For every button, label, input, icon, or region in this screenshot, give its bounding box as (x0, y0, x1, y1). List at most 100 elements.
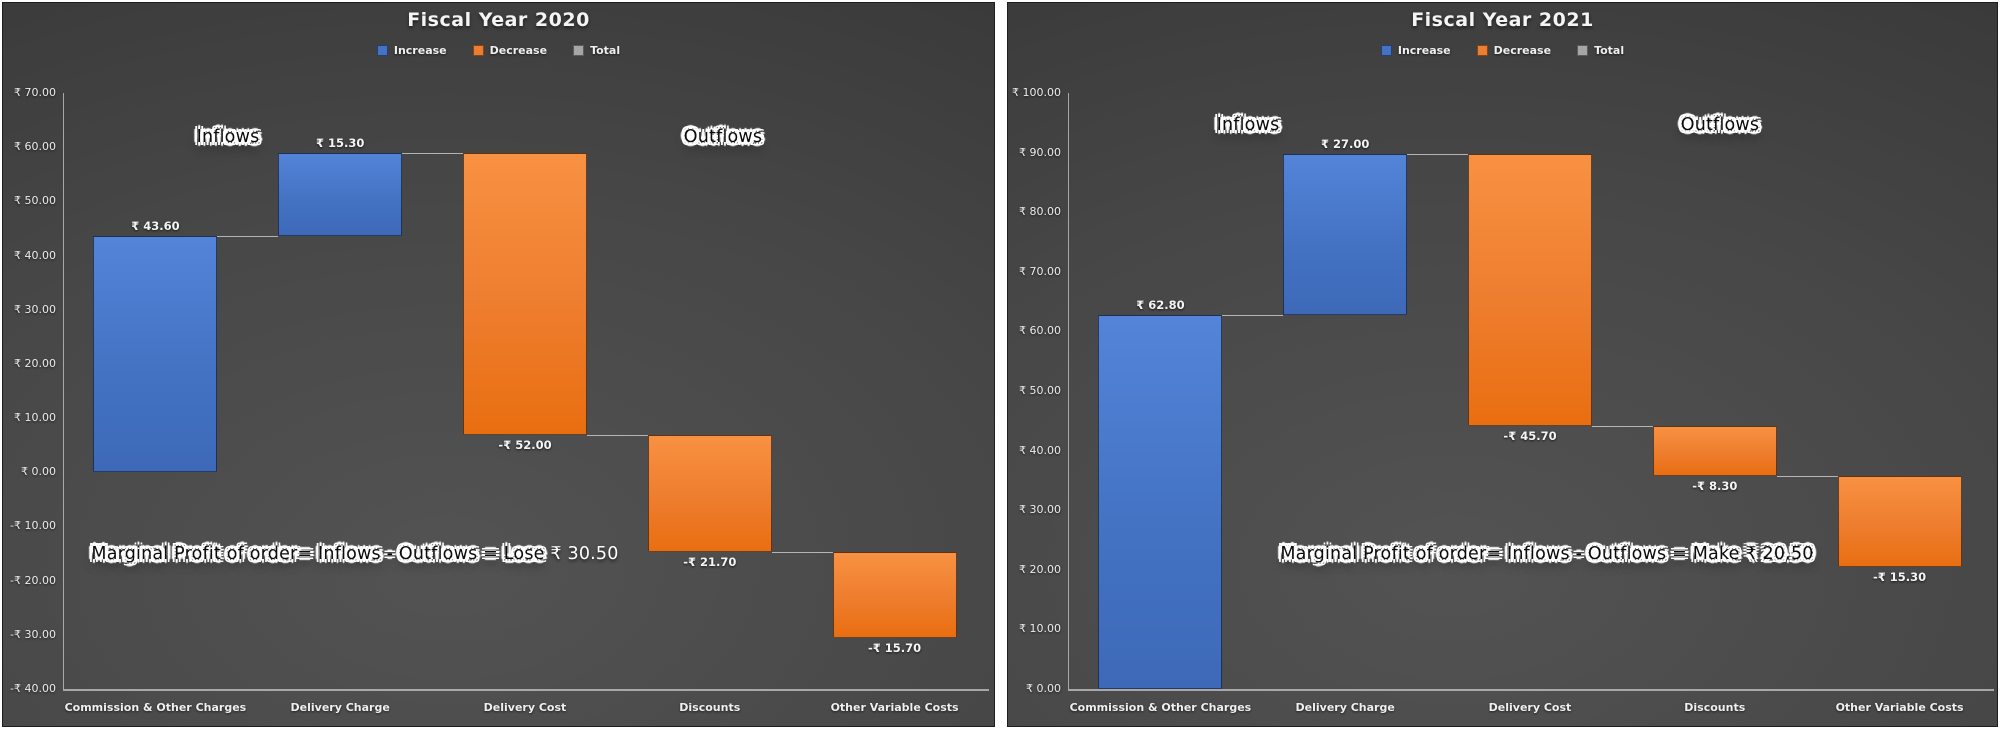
waterfall-bar-increase (1283, 153, 1408, 315)
legend-label: Increase (393, 44, 447, 57)
y-tick-label: ₹ 50.00 (1019, 384, 1061, 397)
legend-label: Total (590, 44, 621, 57)
waterfall-bar-decrease (1652, 426, 1777, 476)
legend-swatch-total-icon (573, 45, 585, 56)
legend-label: Decrease (489, 44, 548, 57)
bar-value-label: ₹ 27.00 (1320, 136, 1370, 151)
y-tick-label: ₹ 10.00 (14, 411, 56, 425)
plot-area: ₹ 100.00 ₹ 90.00 ₹ 80.00 ₹ 70.00 ₹ 60.00 ₹ 50… (1008, 3, 1997, 726)
bar-value-label: -₹ 45.70 (1503, 429, 1557, 444)
x-axis-line (63, 689, 989, 691)
marginal-profit-note-plain-text: ₹ 30.50 (544, 544, 619, 564)
x-category-label: Delivery Cost (483, 701, 567, 714)
y-axis-line (63, 93, 64, 689)
chart-legend: Increase Decrease Total (3, 44, 994, 57)
bar-value-label: -₹ 21.70 (683, 555, 737, 570)
legend-item-total: Total (1577, 44, 1624, 57)
y-tick-label: -₹ 30.00 (10, 627, 56, 641)
marginal-profit-note: Marginal Profit of order= Inflows - Outf… (91, 544, 618, 564)
x-category-label: Commission & Other Charges (1069, 701, 1252, 714)
chart-panel-fy2020: Fiscal Year 2020 Increase Decrease Total ₹… (2, 2, 995, 727)
x-category-label: Delivery Charge (1295, 701, 1395, 714)
y-tick-label: ₹ 20.00 (1019, 562, 1061, 576)
waterfall-bar-increase (93, 236, 218, 473)
x-category-label: Delivery Charge (290, 701, 390, 714)
marginal-profit-note-sticker-text: Marginal Profit of order= Inflows - Outf… (1280, 544, 1814, 564)
x-category-label: Other Variable Costs (830, 701, 959, 714)
x-category-label: Delivery Cost (1488, 701, 1572, 714)
legend-swatch-increase-icon (376, 45, 388, 56)
legend-label: Increase (1397, 44, 1451, 57)
waterfall-bar-increase (1098, 314, 1223, 689)
legend-swatch-decrease-icon (472, 45, 484, 56)
y-tick-label: ₹ 60.00 (1019, 324, 1061, 338)
bar-value-label: -₹ 8.30 (1692, 478, 1738, 493)
y-tick-label: ₹ 20.00 (14, 356, 56, 370)
x-category-label: Commission & Other Charges (64, 701, 247, 714)
chart-title: Fiscal Year 2020 (407, 9, 590, 31)
y-tick-label: ₹ 70.00 (1019, 264, 1061, 278)
marginal-profit-note: Marginal Profit of order= Inflows - Outf… (1280, 544, 1813, 564)
plot-area: ₹ 70.00 ₹ 60.00 ₹ 50.00 ₹ 40.00 ₹ 30.00 ₹ 20.… (3, 3, 994, 726)
y-tick-label: ₹ 100.00 (1012, 86, 1061, 99)
y-tick-label: ₹ 70.00 (14, 86, 56, 99)
y-tick-label: -₹ 20.00 (10, 573, 56, 587)
waterfall-bar-decrease (647, 434, 772, 553)
outflows-annotation: Outflows (1680, 115, 1760, 135)
waterfall-connector (771, 552, 833, 554)
legend-item-decrease: Decrease (1476, 44, 1552, 57)
legend-item-total: Total (573, 44, 620, 57)
y-tick-label: ₹ 30.00 (1019, 503, 1061, 517)
outflows-annotation: Outflows (683, 127, 763, 147)
y-tick-label: ₹ 40.00 (14, 248, 56, 262)
waterfall-bar-decrease (1468, 153, 1592, 427)
waterfall-bar-decrease (832, 552, 957, 638)
waterfall-connector (402, 153, 463, 155)
legend-label: Decrease (1493, 44, 1552, 57)
chart-title: Fiscal Year 2021 (1411, 9, 1594, 31)
waterfall-bar-increase (278, 153, 403, 237)
waterfall-connector (1407, 153, 1468, 155)
waterfall-connector (1222, 314, 1284, 316)
waterfall-bar-decrease (463, 153, 587, 435)
y-tick-label: ₹ 80.00 (1019, 205, 1061, 219)
legend-swatch-total-icon (1577, 45, 1589, 56)
x-category-label: Discounts (679, 701, 741, 714)
bar-value-label: -₹ 15.30 (1873, 569, 1927, 584)
x-axis-line (1068, 689, 1994, 691)
x-category-label: Discounts (1684, 701, 1746, 714)
y-tick-label: ₹ 10.00 (1019, 622, 1061, 636)
y-tick-label: -₹ 10.00 (10, 519, 56, 533)
y-tick-label: ₹ 90.00 (1019, 145, 1061, 159)
legend-label: Total (1594, 44, 1625, 57)
y-tick-label: ₹ 0.00 (1026, 682, 1061, 695)
chart-panel-fy2021: Fiscal Year 2021 Increase Decrease Total ₹… (1007, 2, 1998, 727)
bar-value-label: ₹ 15.30 (315, 136, 365, 151)
bar-value-label: ₹ 62.80 (1136, 297, 1185, 312)
legend-item-decrease: Decrease (472, 44, 548, 57)
y-tick-label: ₹ 40.00 (1019, 443, 1061, 457)
bar-value-label: -₹ 15.70 (868, 640, 922, 655)
waterfall-connector (217, 236, 279, 238)
waterfall-bar-decrease (1837, 475, 1962, 567)
x-category-label: Other Variable Costs (1835, 701, 1964, 714)
inflows-annotation: Inflows (1216, 115, 1280, 135)
inflows-annotation: Inflows (196, 127, 260, 147)
y-axis-line (1068, 93, 1069, 689)
bar-value-label: -₹ 52.00 (498, 437, 552, 452)
waterfall-connector (1592, 426, 1653, 428)
y-tick-label: ₹ 30.00 (14, 302, 56, 316)
y-tick-label: ₹ 0.00 (21, 465, 56, 479)
legend-item-increase: Increase (376, 44, 447, 57)
y-tick-label: ₹ 60.00 (14, 140, 56, 154)
chart-legend: Increase Decrease Total (1008, 44, 1997, 57)
bar-value-label: ₹ 43.60 (131, 219, 180, 234)
legend-item-increase: Increase (1380, 44, 1451, 57)
y-tick-label: ₹ 50.00 (14, 194, 56, 208)
y-tick-label: -₹ 40.00 (10, 682, 56, 695)
marginal-profit-note-sticker-text: Marginal Profit of order= Inflows - Outf… (91, 544, 545, 564)
legend-swatch-decrease-icon (1476, 45, 1488, 56)
legend-swatch-increase-icon (1380, 45, 1392, 56)
waterfall-connector (1776, 475, 1838, 477)
waterfall-connector (587, 434, 648, 436)
